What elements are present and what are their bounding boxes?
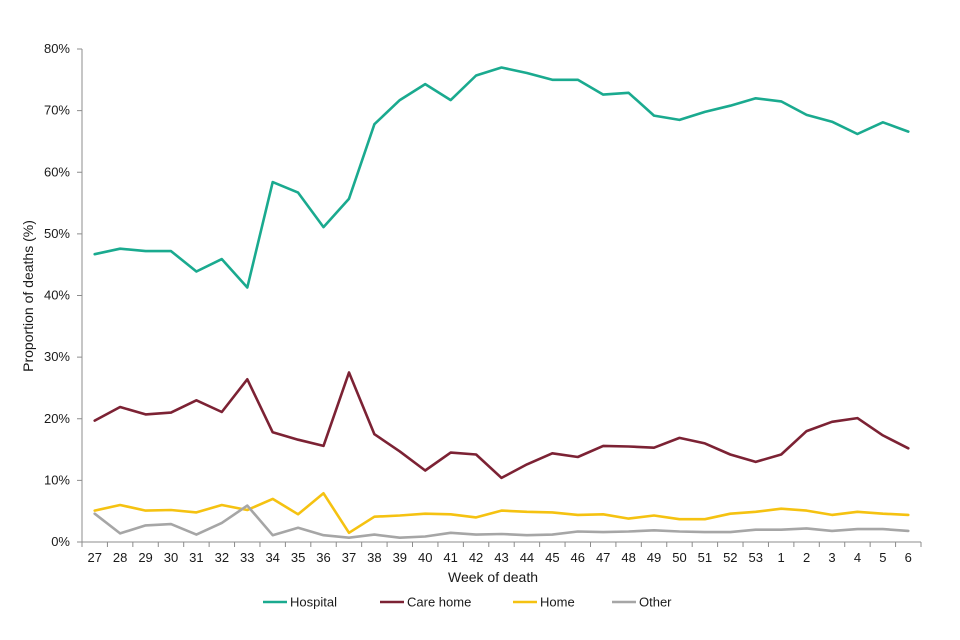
x-tick-label: 34	[265, 550, 279, 565]
x-tick-label: 6	[905, 550, 912, 565]
legend-label-care-home: Care home	[407, 595, 471, 610]
x-tick-label: 48	[621, 550, 635, 565]
x-tick-label: 35	[291, 550, 305, 565]
x-axis: 27 28 29 30 31 32 33 34 35 36 37 38 39 40 41 42 43 44 45 46…	[81, 541, 922, 565]
x-tick-label: 32	[215, 550, 229, 565]
x-tick-label: 27	[87, 550, 101, 565]
y-tick-label: 0%	[51, 534, 70, 549]
x-tick-label: 36	[316, 550, 330, 565]
y-tick-label: 10%	[44, 472, 70, 487]
x-tick-label: 39	[393, 550, 407, 565]
x-tick-label: 28	[113, 550, 127, 565]
x-tick-label: 46	[571, 550, 585, 565]
series-line-hospital	[93, 66, 910, 289]
x-tick-label: 44	[520, 550, 534, 565]
x-tick-label: 31	[189, 550, 203, 565]
x-tick-label: 1	[778, 550, 785, 565]
y-axis-title: Proportion of deaths (%)	[20, 220, 36, 372]
x-tick-label: 50	[672, 550, 686, 565]
y-tick-label: 40%	[44, 288, 70, 303]
legend: Hospital Care home Home Other	[263, 595, 672, 610]
series-lines	[93, 66, 910, 540]
legend-label-hospital: Hospital	[290, 595, 337, 610]
x-tick-label: 47	[596, 550, 610, 565]
x-tick-label: 29	[138, 550, 152, 565]
y-tick-label: 30%	[44, 349, 70, 364]
legend-label-home: Home	[540, 595, 575, 610]
x-tick-label: 49	[647, 550, 661, 565]
x-tick-label: 33	[240, 550, 254, 565]
x-tick-label: 53	[749, 550, 763, 565]
x-tick-label: 40	[418, 550, 432, 565]
y-tick-label: 50%	[44, 226, 70, 241]
x-tick-label: 38	[367, 550, 381, 565]
x-tick-label: 51	[698, 550, 712, 565]
x-tick-label: 4	[854, 550, 861, 565]
x-tick-label: 41	[443, 550, 457, 565]
legend-label-other: Other	[639, 595, 672, 610]
series-line-other	[93, 504, 910, 540]
x-tick-label: 5	[879, 550, 886, 565]
x-tick-label: 43	[494, 550, 508, 565]
x-axis-title: Week of death	[448, 569, 538, 585]
y-tick-label: 20%	[44, 411, 70, 426]
x-tick-label: 52	[723, 550, 737, 565]
x-tick-label: 37	[342, 550, 356, 565]
y-tick-label: 70%	[44, 103, 70, 118]
series-line-home	[93, 491, 910, 535]
x-tick-label: 2	[803, 550, 810, 565]
y-axis: 0% 10% 20% 30% 40% 50% 60% 70% 80%	[44, 41, 83, 549]
y-tick-label: 60%	[44, 164, 70, 179]
x-tick-label: 3	[828, 550, 835, 565]
x-tick-label: 42	[469, 550, 483, 565]
x-tick-label: 30	[164, 550, 178, 565]
y-tick-label: 80%	[44, 41, 70, 56]
x-tick-label: 45	[545, 550, 559, 565]
series-line-care-home	[93, 371, 910, 480]
